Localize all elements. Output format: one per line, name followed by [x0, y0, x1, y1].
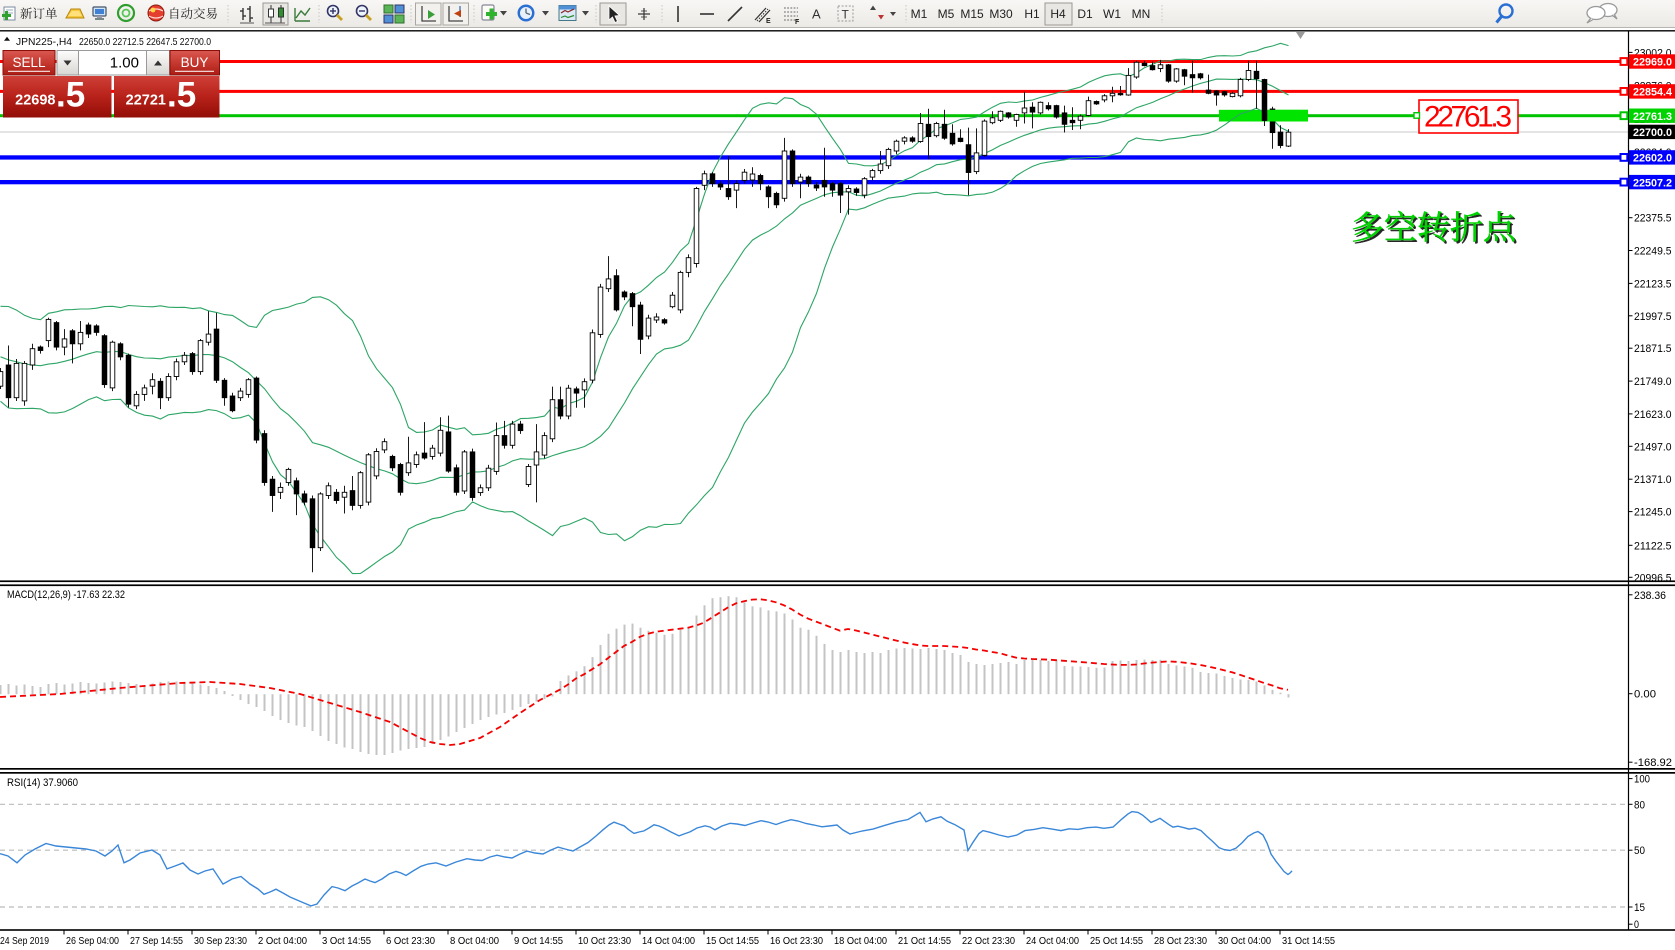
svg-text:H4: H4	[1050, 7, 1066, 21]
svg-text:50: 50	[1634, 845, 1645, 857]
svg-text:21122.5: 21122.5	[1634, 540, 1672, 552]
svg-text:22969.0: 22969.0	[1633, 57, 1672, 69]
svg-text:M1: M1	[911, 7, 928, 21]
svg-text:20996.5: 20996.5	[1634, 572, 1672, 584]
svg-text:F: F	[795, 19, 800, 26]
svg-text:18 Oct 04:00: 18 Oct 04:00	[834, 936, 887, 947]
svg-text:22249.5: 22249.5	[1634, 246, 1672, 258]
svg-text:SELL: SELL	[12, 55, 46, 70]
svg-text:M15: M15	[960, 7, 984, 21]
svg-text:21245.0: 21245.0	[1634, 507, 1672, 519]
svg-text:MN: MN	[1132, 7, 1151, 21]
svg-text:31 Oct 14:55: 31 Oct 14:55	[1282, 936, 1335, 947]
svg-text:22 Oct 23:30: 22 Oct 23:30	[962, 936, 1015, 947]
svg-text:100: 100	[1634, 774, 1650, 786]
svg-text:9 Oct 14:55: 9 Oct 14:55	[514, 936, 563, 947]
svg-text:26 Sep 04:00: 26 Sep 04:00	[66, 936, 119, 947]
svg-text:A: A	[812, 7, 821, 22]
svg-text:22507.2: 22507.2	[1633, 177, 1672, 189]
svg-text:30 Oct 04:00: 30 Oct 04:00	[1218, 936, 1271, 947]
svg-text:1.00: 1.00	[110, 55, 139, 72]
svg-text:22854.4: 22854.4	[1633, 87, 1672, 99]
svg-text:RSI(14) 37.9060: RSI(14) 37.9060	[7, 777, 78, 789]
svg-text:28 Oct 23:30: 28 Oct 23:30	[1154, 936, 1207, 947]
svg-text:-168.92: -168.92	[1634, 757, 1672, 769]
svg-text:H1: H1	[1024, 7, 1040, 21]
svg-text:22602.0: 22602.0	[1633, 153, 1672, 165]
svg-text:BUY: BUY	[181, 55, 209, 70]
svg-text:22123.5: 22123.5	[1634, 278, 1672, 290]
svg-text:14 Oct 04:00: 14 Oct 04:00	[642, 936, 695, 947]
svg-text:M5: M5	[938, 7, 955, 21]
svg-text:15 Oct 14:55: 15 Oct 14:55	[706, 936, 759, 947]
svg-text:3 Oct 14:55: 3 Oct 14:55	[322, 936, 371, 947]
svg-text:T: T	[842, 8, 850, 22]
svg-text:10 Oct 23:30: 10 Oct 23:30	[578, 936, 631, 947]
svg-text:.5: .5	[56, 76, 85, 115]
svg-text:80: 80	[1634, 799, 1645, 811]
svg-text:21 Oct 14:55: 21 Oct 14:55	[898, 936, 951, 947]
svg-text:W1: W1	[1103, 7, 1121, 21]
svg-text:22721: 22721	[126, 93, 166, 109]
svg-text:21497.0: 21497.0	[1634, 441, 1672, 453]
svg-text:2 Oct 04:00: 2 Oct 04:00	[258, 936, 307, 947]
svg-text:22375.5: 22375.5	[1634, 213, 1672, 225]
svg-text:22761.3: 22761.3	[1424, 101, 1512, 134]
svg-text:22761.3: 22761.3	[1633, 111, 1672, 123]
svg-text:D1: D1	[1077, 7, 1093, 21]
svg-text:27 Sep 14:55: 27 Sep 14:55	[130, 936, 183, 947]
svg-text:21749.0: 21749.0	[1634, 376, 1672, 388]
svg-text:0: 0	[1634, 919, 1639, 931]
svg-text:24 Sep 2019: 24 Sep 2019	[0, 936, 49, 947]
svg-text:21371.0: 21371.0	[1634, 474, 1672, 486]
svg-text:30 Sep 23:30: 30 Sep 23:30	[194, 936, 247, 947]
svg-text:22698: 22698	[15, 93, 55, 109]
svg-text:MACD(12,26,9) -17.63 22.32: MACD(12,26,9) -17.63 22.32	[7, 589, 125, 601]
svg-text:22650.0 22712.5 22647.5 22700.: 22650.0 22712.5 22647.5 22700.0	[79, 36, 211, 48]
svg-text:22700.0: 22700.0	[1633, 127, 1672, 139]
svg-text:21997.5: 21997.5	[1634, 311, 1672, 323]
svg-text:8 Oct 04:00: 8 Oct 04:00	[450, 936, 499, 947]
svg-text:JPN225-,H4: JPN225-,H4	[16, 36, 72, 48]
svg-text:6 Oct 23:30: 6 Oct 23:30	[386, 936, 435, 947]
svg-text:21623.0: 21623.0	[1634, 409, 1672, 421]
svg-text:16 Oct 23:30: 16 Oct 23:30	[770, 936, 823, 947]
svg-text:.5: .5	[167, 76, 196, 115]
svg-text:24 Oct 04:00: 24 Oct 04:00	[1026, 936, 1079, 947]
svg-text:M30: M30	[989, 7, 1013, 21]
svg-text:0.00: 0.00	[1634, 689, 1656, 701]
svg-text:15: 15	[1634, 902, 1645, 914]
svg-text:25 Oct 14:55: 25 Oct 14:55	[1090, 936, 1143, 947]
svg-text:238.36: 238.36	[1634, 590, 1666, 602]
svg-text:21871.5: 21871.5	[1634, 343, 1672, 355]
svg-text:E: E	[766, 18, 771, 25]
